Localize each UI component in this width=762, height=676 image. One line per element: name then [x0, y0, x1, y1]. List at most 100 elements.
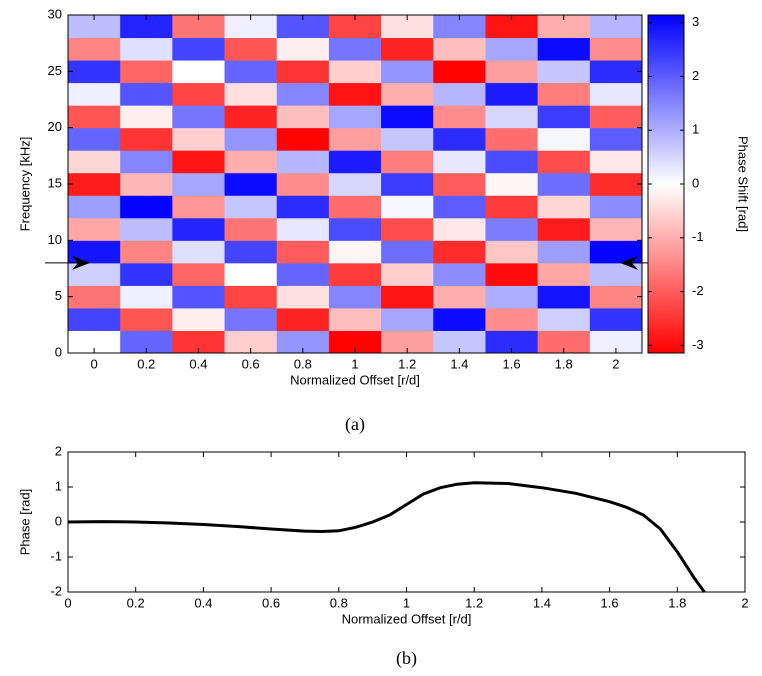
heat-cell	[172, 307, 226, 331]
heat-cell	[485, 262, 539, 286]
heat-cell	[381, 307, 434, 331]
heat-cell	[589, 60, 643, 84]
heat-cell	[537, 15, 591, 39]
heat-cell	[68, 60, 121, 84]
heat-cell	[224, 195, 278, 219]
heat-cell	[276, 195, 330, 219]
panel-label: (b)	[396, 648, 417, 669]
heat-cell	[589, 262, 643, 286]
heat-cell	[328, 172, 382, 196]
heat-cell	[589, 172, 643, 196]
heat-cell	[433, 307, 486, 331]
colorbar-tick-label: -2	[692, 283, 704, 298]
heat-cell	[120, 60, 173, 84]
heat-cell	[589, 330, 643, 354]
x-tick-label: 1.2	[465, 595, 483, 610]
heat-cell	[120, 127, 173, 151]
heat-cell	[328, 262, 382, 286]
x-tick-label: 2	[612, 356, 619, 371]
heat-cell	[172, 150, 226, 174]
heat-cell	[589, 37, 643, 61]
heat-cell	[537, 150, 591, 174]
heat-cell	[433, 217, 486, 241]
heat-cell	[68, 330, 121, 354]
heat-cell	[537, 105, 591, 129]
heat-cell	[276, 240, 330, 264]
heat-cell	[485, 15, 539, 39]
heat-cell	[485, 127, 539, 151]
heat-cell	[537, 240, 591, 264]
heat-cell	[537, 37, 591, 61]
colorbar-tick-label: 0	[692, 175, 699, 190]
panel-label: (a)	[345, 414, 365, 435]
heat-cell	[172, 285, 226, 309]
heat-cell	[120, 262, 173, 286]
heat-cell	[537, 195, 591, 219]
colorbar-tick-label: 2	[692, 68, 699, 83]
heat-cell	[537, 82, 591, 106]
heat-cell	[276, 105, 330, 129]
y-tick-label: 30	[48, 6, 62, 21]
x-tick-label: 1.4	[450, 356, 468, 371]
heat-cell	[381, 82, 434, 106]
y-tick-label: -2	[50, 583, 62, 598]
colorbar-tick-label: 3	[692, 14, 699, 29]
x-tick-label: 0.2	[137, 356, 155, 371]
heat-cell	[485, 60, 539, 84]
y-tick-label: 10	[48, 232, 62, 247]
heat-cell	[433, 262, 486, 286]
heat-cell	[485, 195, 539, 219]
x-tick-label: 1.4	[533, 595, 551, 610]
heat-cell	[589, 15, 643, 39]
heat-cell	[224, 60, 278, 84]
heat-cell	[68, 150, 121, 174]
colorbar-tick-label: -1	[692, 229, 704, 244]
heat-cell	[328, 285, 382, 309]
heat-cell	[485, 105, 539, 129]
heat-cell	[172, 195, 226, 219]
heat-cell	[68, 82, 121, 106]
heat-cell	[276, 82, 330, 106]
x-tick-label: 1.6	[503, 356, 521, 371]
x-tick-label: 1.6	[601, 595, 619, 610]
heat-cell	[537, 285, 591, 309]
x-tick-label: 0.8	[294, 356, 312, 371]
heat-cell	[276, 127, 330, 151]
heat-cell	[537, 330, 591, 354]
heat-cell	[120, 82, 173, 106]
heat-cell	[381, 285, 434, 309]
heat-cell	[589, 195, 643, 219]
heat-cell	[328, 105, 382, 129]
heat-cell	[172, 15, 226, 39]
heat-cell	[172, 330, 226, 354]
heat-cell	[433, 60, 486, 84]
heat-cell	[381, 60, 434, 84]
heat-cell	[276, 15, 330, 39]
heat-cell	[68, 195, 121, 219]
heat-cell	[328, 150, 382, 174]
heat-cell	[537, 262, 591, 286]
y-tick-label: 15	[48, 175, 62, 190]
heat-cell	[68, 217, 121, 241]
arrow-head	[620, 255, 638, 270]
heat-cell	[68, 262, 121, 286]
heat-cell	[172, 37, 226, 61]
x-tick-label: 1	[351, 356, 358, 371]
heat-cell	[120, 150, 173, 174]
heat-cell	[68, 37, 121, 61]
heat-cell	[328, 240, 382, 264]
heat-cell	[328, 15, 382, 39]
heat-cell	[276, 285, 330, 309]
heat-cell	[485, 82, 539, 106]
x-tick-label: 2	[741, 595, 748, 610]
heat-cell	[120, 195, 173, 219]
x-tick-label: 0.6	[242, 356, 260, 371]
heat-cell	[485, 37, 539, 61]
heat-cell	[276, 217, 330, 241]
heat-cell	[433, 150, 486, 174]
x-tick-label: 0.2	[127, 595, 145, 610]
y-tick-label: 20	[48, 119, 62, 134]
heat-cell	[68, 127, 121, 151]
x-tick-label: 1.8	[555, 356, 573, 371]
